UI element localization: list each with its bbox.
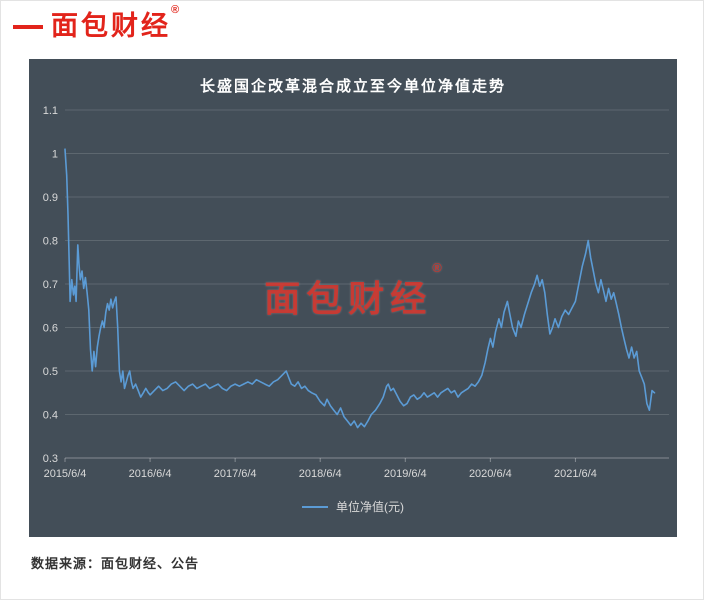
x-tick-label: 2018/6/4 (299, 468, 342, 480)
x-tick-label: 2016/6/4 (129, 468, 172, 480)
y-tick-label: 0.6 (43, 323, 58, 335)
legend-label: 单位净值(元) (336, 500, 404, 514)
x-tick-label: 2020/6/4 (469, 468, 512, 480)
y-tick-label: 0.9 (43, 192, 58, 204)
brand-dash-icon (13, 24, 43, 29)
y-tick-label: 0.3 (43, 453, 58, 465)
chart-panel: 长盛国企改革混合成立至今单位净值走势 0.3 0.4 0.5 0.6 0.7 0.8 0.9… (29, 59, 677, 537)
brand-logo-text: 面包财经® (51, 5, 182, 41)
x-tick-label: 2017/6/4 (214, 468, 257, 480)
series-line (64, 148, 656, 429)
x-tick-label: 2021/6/4 (554, 468, 597, 480)
legend-line-swatch-icon (302, 505, 328, 508)
netvalue-line-chart: 0.3 0.4 0.5 0.6 0.7 0.8 0.9 1 1.1 2015/6/4 2016/6/… (43, 105, 669, 480)
chart-legend: 单位净值(元) (29, 498, 677, 515)
y-tick-label: 0.7 (43, 279, 58, 291)
brand-logo: 面包财经® (13, 5, 182, 41)
y-tick-label: 1 (52, 149, 58, 161)
x-tick-label: 2015/6/4 (44, 468, 87, 480)
chart-title: 长盛国企改革混合成立至今单位净值走势 (199, 78, 506, 95)
y-tick-label: 0.5 (43, 366, 58, 378)
data-source-note: 数据来源：面包财经、公告 (31, 556, 200, 571)
y-tick-label: 0.8 (43, 236, 58, 248)
registered-trademark-icon: ® (171, 4, 183, 16)
x-tick-label: 2019/6/4 (384, 468, 427, 480)
y-tick-label: 1.1 (43, 105, 58, 117)
brand-name: 面包财经 (51, 11, 171, 41)
y-tick-label: 0.4 (43, 410, 58, 422)
